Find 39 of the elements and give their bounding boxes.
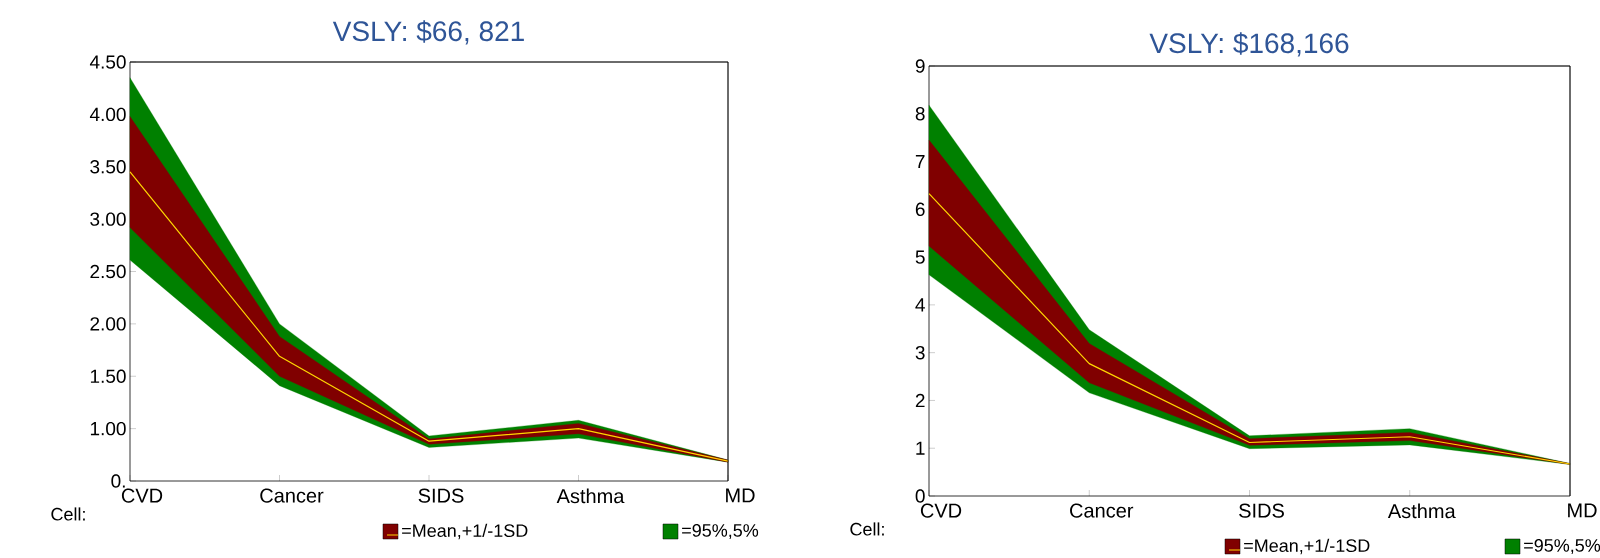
y-tick-label: 0 bbox=[915, 489, 925, 503]
x-tick-label: Asthma bbox=[556, 488, 625, 504]
x-tick-label: Cancer bbox=[260, 488, 324, 503]
line-series bbox=[129, 171, 729, 462]
y-tick-label: 2.50 bbox=[90, 264, 126, 279]
text: Cell: bbox=[850, 522, 884, 536]
y-tick-label: 4.50 bbox=[89, 55, 126, 69]
line-series bbox=[928, 192, 1571, 465]
y-tick-label: 1.50 bbox=[90, 369, 126, 383]
text: Cell: bbox=[51, 507, 85, 521]
x-tick-label: Cancer bbox=[1070, 503, 1134, 518]
y-tick-label: 6 bbox=[915, 202, 925, 217]
y-tick-label: 4 bbox=[915, 298, 925, 312]
y-tick-label: 3.00 bbox=[90, 212, 126, 226]
y-tick-label: 1.00 bbox=[90, 421, 126, 436]
y-tick-label: 2 bbox=[915, 393, 925, 408]
legend-label: =Mean,+1/-1SD bbox=[1244, 538, 1370, 555]
y-tick-label: 3 bbox=[915, 345, 925, 360]
x-tick-label: MD bbox=[1568, 503, 1597, 518]
chart-title: VSLY: $168,166 bbox=[1149, 32, 1349, 57]
y-tick-label: 0. bbox=[111, 474, 125, 488]
x-tick-label: SIDS bbox=[1239, 503, 1284, 518]
x-tick-label: SIDS bbox=[418, 488, 464, 503]
x-tick-label: CVD bbox=[920, 503, 962, 518]
x-tick-label: MD bbox=[726, 488, 755, 503]
y-tick-label: 5 bbox=[915, 250, 925, 264]
y-tick-label: 7 bbox=[915, 155, 925, 169]
y-tick-label: 9 bbox=[915, 59, 925, 73]
y-tick-label: 1 bbox=[916, 441, 925, 455]
y-tick-label: 4.00 bbox=[89, 107, 126, 122]
legend-label: =95%,5% bbox=[1524, 539, 1600, 554]
legend-label: =95%,5% bbox=[682, 524, 759, 539]
legend-label: =Mean,+1/-1SD bbox=[402, 523, 528, 540]
y-tick-label: 3.50 bbox=[90, 160, 126, 174]
chart-title: VSLY: $66, 821 bbox=[332, 20, 524, 45]
x-tick-label: CVD bbox=[121, 488, 163, 503]
y-tick-label: 2.00 bbox=[90, 317, 126, 331]
x-tick-label: Asthma bbox=[1387, 503, 1456, 519]
y-tick-label: 8 bbox=[915, 107, 925, 121]
